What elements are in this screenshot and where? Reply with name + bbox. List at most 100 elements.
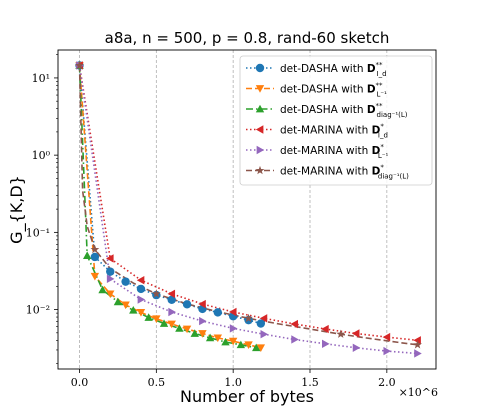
legend-marker [255,165,265,175]
data-point-series-4 [321,324,329,334]
data-point-series-6 [336,329,346,338]
legend-marker [255,125,264,134]
data-point-series-2 [167,320,176,329]
data-point-series-3 [175,324,184,332]
data-point-series-2 [136,309,146,317]
data-point-series-6 [75,60,84,70]
data-point-series-5 [168,307,176,317]
legend-label: det-MARINA with D* diag⁻¹(L) [280,164,409,181]
legend: det-DASHA with D** I_d det-DASHA with D** L… [239,55,433,186]
data-point-series-2 [106,290,115,299]
x-axis-ticks: 0.0 0.5 1.0 1.5 2.0 [71,369,396,389]
y-axis-ticks: 10⁻² 10⁻¹ 10⁰ 10¹ [26,54,58,364]
data-point-series-4 [259,314,268,323]
x-tick-label: 1.5 [301,376,319,389]
data-point-series-5 [352,343,361,352]
data-point-series-5 [137,295,146,304]
data-point-series-3 [98,285,107,294]
legend-label: det-MARINA with D* L⁻¹ [280,143,388,160]
x-tick-label: 0.5 [148,376,166,389]
data-point-series-6 [244,313,253,323]
legend-label: det-DASHA with D** I_d [280,61,387,78]
data-point-series-6 [90,244,100,254]
data-point-series-4 [351,329,360,338]
data-point-series-2 [90,272,100,281]
data-point-series-3 [190,329,199,337]
y-tick-label: 10⁰ [32,149,51,162]
series-line-5 [78,65,418,355]
data-point-series-2 [182,325,192,334]
data-point-series-1 [106,267,115,276]
data-point-series-5 [260,329,269,339]
y-axis-label: G_{K,D} [7,175,27,244]
series-markers [75,60,422,358]
data-point-series-4 [106,254,114,263]
data-point-series-1 [90,252,100,262]
legend-entry-1: det-DASHA with D** I_d [246,61,387,78]
legend-marker [256,145,265,155]
x-tick-label: 2.0 [378,376,396,389]
data-point-series-2 [121,301,130,310]
data-point-series-2 [256,344,266,352]
legend-entry-2: det-DASHA with D** L⁻¹ [246,82,387,99]
data-point-series-2 [198,330,207,338]
data-point-series-4 [413,336,421,345]
data-point-series-5 [199,316,207,326]
data-point-series-2 [152,315,161,323]
data-point-series-2 [213,334,223,343]
legend-label: det-MARINA with D* I_d [280,123,388,140]
data-point-series-4 [382,332,391,342]
data-point-series-3 [236,340,246,349]
series-line-4 [78,65,418,342]
y-tick-label: 10⁻² [26,304,50,317]
data-point-series-4 [167,289,176,299]
x-axis-label: Number of bytes [180,387,314,406]
legend-entry-5: det-MARINA with D* L⁻¹ [246,143,388,160]
data-point-series-3 [129,306,138,314]
data-point-series-2 [228,337,238,346]
data-point-series-1 [182,300,192,309]
data-point-series-5 [322,339,330,349]
data-point-series-1 [256,319,266,328]
x-axis-multiplier: ×10^6 [399,386,438,399]
y-tick-label: 10⁻¹ [26,226,50,239]
data-point-series-4 [290,319,298,329]
data-point-series-5 [106,274,115,284]
data-point-series-3 [252,343,261,352]
data-point-series-1 [213,308,223,317]
data-point-series-1 [167,295,176,304]
chart-title: a8a, n = 500, p = 0.8, rand-60 sketch [105,29,390,47]
data-point-series-3 [144,313,153,321]
data-point-series-3 [221,337,230,346]
legend-marker [255,63,265,73]
data-point-series-4 [228,307,237,317]
legend-box [239,55,433,186]
plot-frame [57,49,437,370]
legend-entry-4: det-MARINA with D* I_d [246,123,388,140]
legend-marker [255,104,265,113]
legend-label: det-DASHA with D** diag⁻¹(L) [280,102,408,119]
data-point-series-6 [413,340,422,349]
data-point-series-6 [151,289,161,298]
legend-entry-6: det-MARINA with D* diag⁻¹(L) [246,164,409,181]
data-point-series-3 [113,297,123,306]
x-tick-label: 0.0 [71,376,89,389]
data-point-series-5 [291,335,299,344]
data-point-series-5 [414,349,422,358]
data-point-series-1 [121,277,130,286]
data-point-series-5 [229,324,238,333]
data-point-series-1 [136,284,146,294]
legend-marker [255,85,265,93]
data-point-series-5 [383,346,392,356]
data-point-series-3 [205,333,215,342]
legend-label: det-DASHA with D** L⁻¹ [280,82,387,99]
data-point-series-2 [244,341,253,349]
y-tick-label: 10¹ [32,72,50,85]
data-point-series-3 [159,319,169,327]
legend-entry-3: det-DASHA with D** diag⁻¹(L) [246,102,408,119]
data-point-series-3 [82,251,92,259]
data-point-series-4 [198,299,206,309]
data-point-series-4 [136,276,145,285]
x-tick-label: 1.0 [224,376,242,389]
